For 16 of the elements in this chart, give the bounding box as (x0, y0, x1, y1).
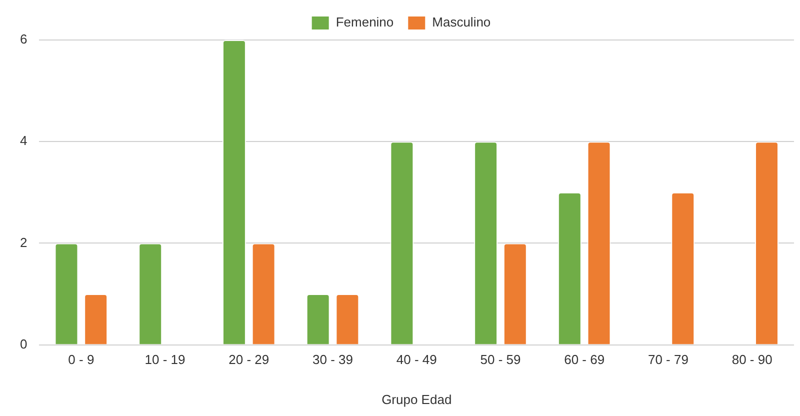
x-tick-label: 50 - 59 (480, 352, 521, 368)
x-tick-label: 10 - 19 (144, 352, 186, 368)
x-tick-label: 80 - 90 (732, 352, 772, 368)
y-tick-label: 2 (20, 234, 28, 250)
x-tick-label: 30 - 39 (312, 352, 353, 368)
x-tick-label: 70 - 79 (648, 352, 688, 368)
y-tick-label: 4 (20, 133, 28, 148)
y-tick-label: 0 (20, 336, 28, 352)
x-tick-label: 40 - 49 (396, 352, 437, 368)
y-tick-label: 6 (20, 32, 28, 47)
x-tick-label: 20 - 29 (228, 352, 270, 368)
x-tick-label: 0 - 9 (68, 352, 94, 368)
legend-label: Femenino (336, 14, 394, 30)
x-axis-title: Grupo Edad (382, 392, 452, 407)
legend-label: Masculino (432, 14, 491, 30)
x-tick-label: 60 - 69 (564, 352, 605, 368)
